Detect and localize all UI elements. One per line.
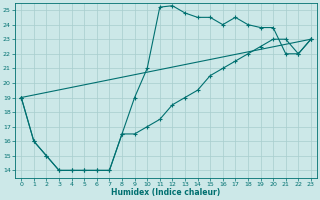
X-axis label: Humidex (Indice chaleur): Humidex (Indice chaleur) xyxy=(111,188,221,197)
